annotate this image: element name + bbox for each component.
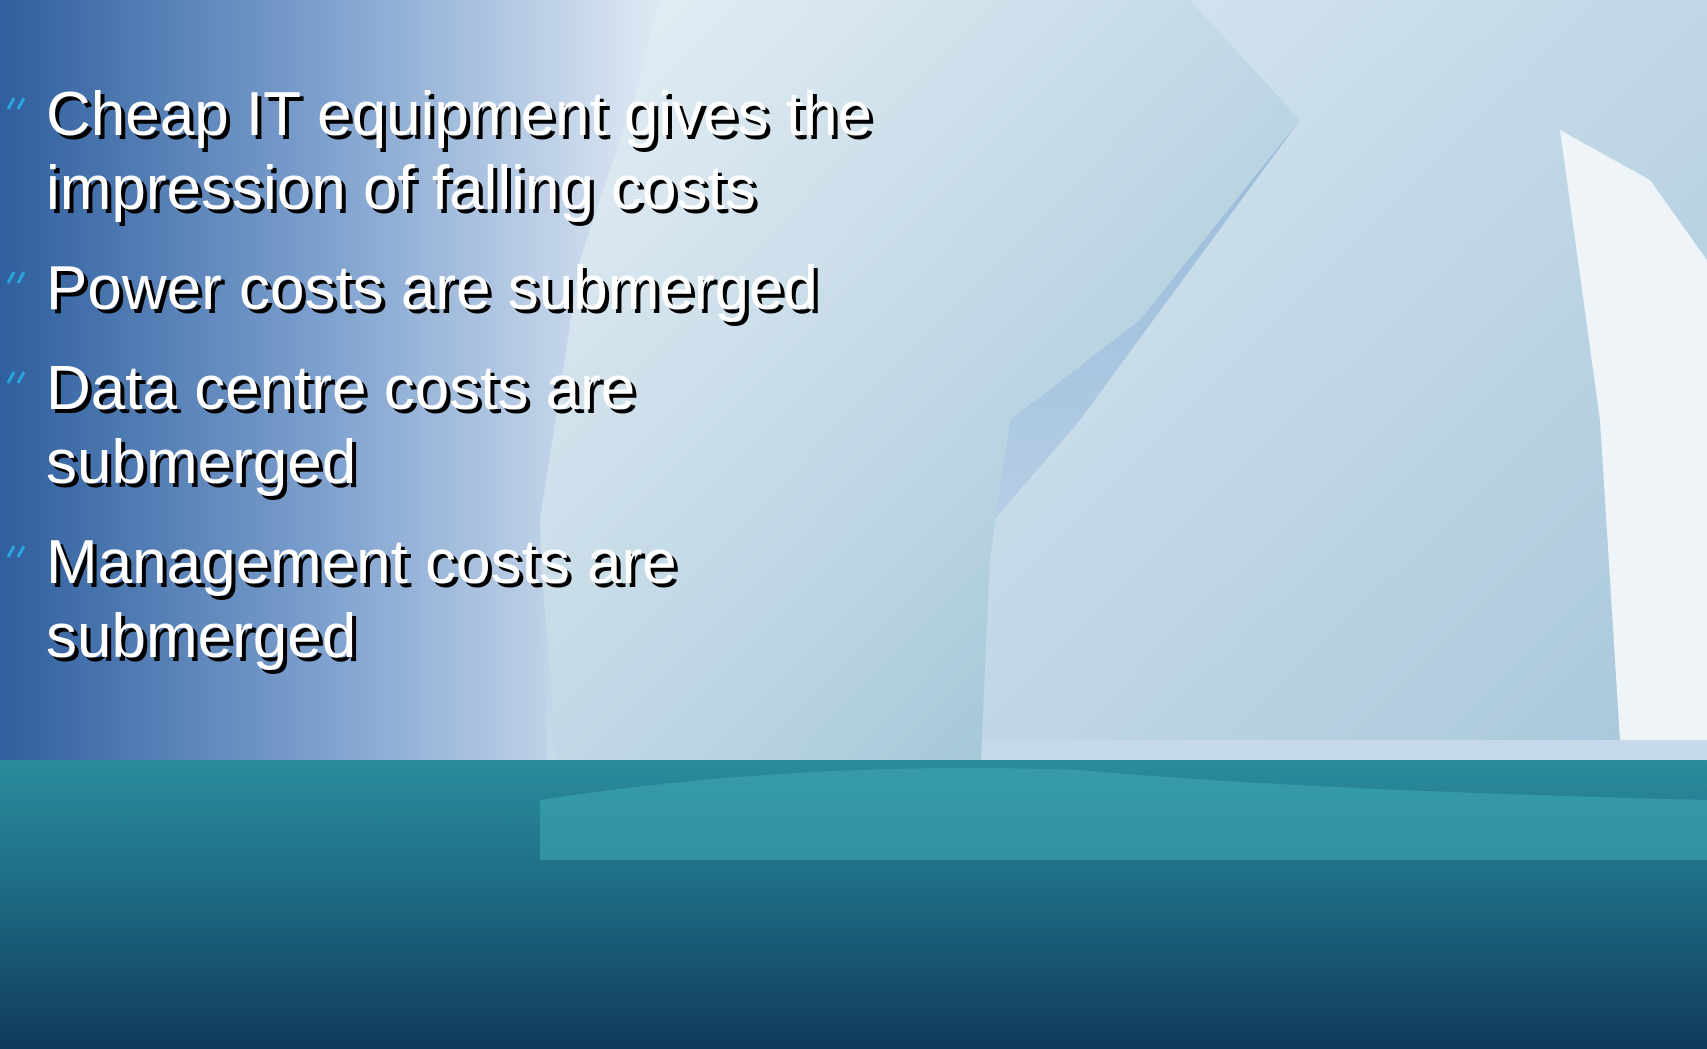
bullet-text: Cheap IT equipment gives the impression … <box>46 80 872 223</box>
bullet-item: Data centre costs are submerged <box>0 352 960 500</box>
bullet-marker <box>2 270 32 284</box>
bullet-item: Management costs are submerged <box>0 526 960 674</box>
slide: Cheap IT equipment gives the impression … <box>0 0 1707 1049</box>
bullet-text: Data centre costs are submerged <box>46 354 635 497</box>
bullet-marker <box>2 544 32 558</box>
bullet-text: Management costs are submerged <box>46 528 677 671</box>
bullet-item: Power costs are submerged <box>0 252 960 326</box>
bullet-marker <box>2 370 32 384</box>
bullet-list: Cheap IT equipment gives the impression … <box>0 78 960 700</box>
bullet-text: Power costs are submerged <box>46 254 818 323</box>
bullet-item: Cheap IT equipment gives the impression … <box>0 78 960 226</box>
bullet-marker <box>2 96 32 110</box>
